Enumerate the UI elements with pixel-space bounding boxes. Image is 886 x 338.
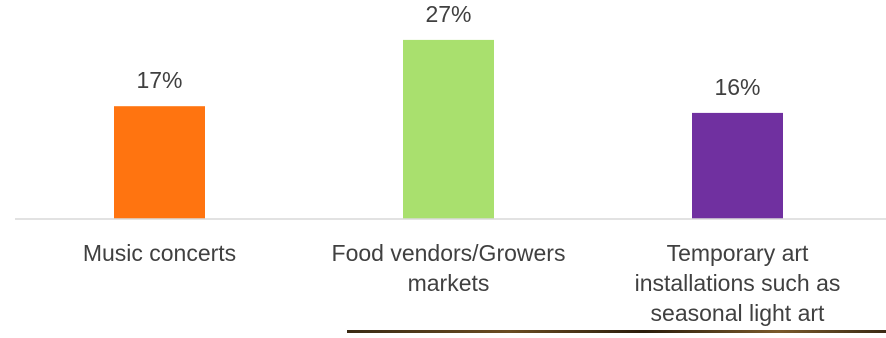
category-label-2-line-2: seasonal light art [651,300,825,326]
bars-layer [114,39,783,220]
category-label-2-line-0: Temporary art [667,240,809,266]
category-label-1-line-1: markets [408,270,490,296]
bar-1 [403,39,494,220]
background-photo-edge [347,330,886,333]
category-labels-layer: Music concerts Food vendors/Growers market… [83,240,841,326]
data-label-2: 16% [714,74,760,100]
category-label-1: Food vendors/Growers markets [332,240,566,296]
category-label-0-line-0: Music concerts [83,240,236,266]
bar-0 [114,106,205,219]
category-label-0: Music concerts [83,240,236,266]
category-label-2-line-1: installations such as [635,270,841,296]
category-label-2: Temporary art installations such as season… [635,240,841,326]
data-label-0: 17% [136,67,182,93]
bar-2 [692,112,783,219]
value-labels-layer: 17% 27% 16% [136,1,760,100]
data-label-1: 27% [425,1,471,27]
category-label-1-line-0: Food vendors/Growers [332,240,566,266]
